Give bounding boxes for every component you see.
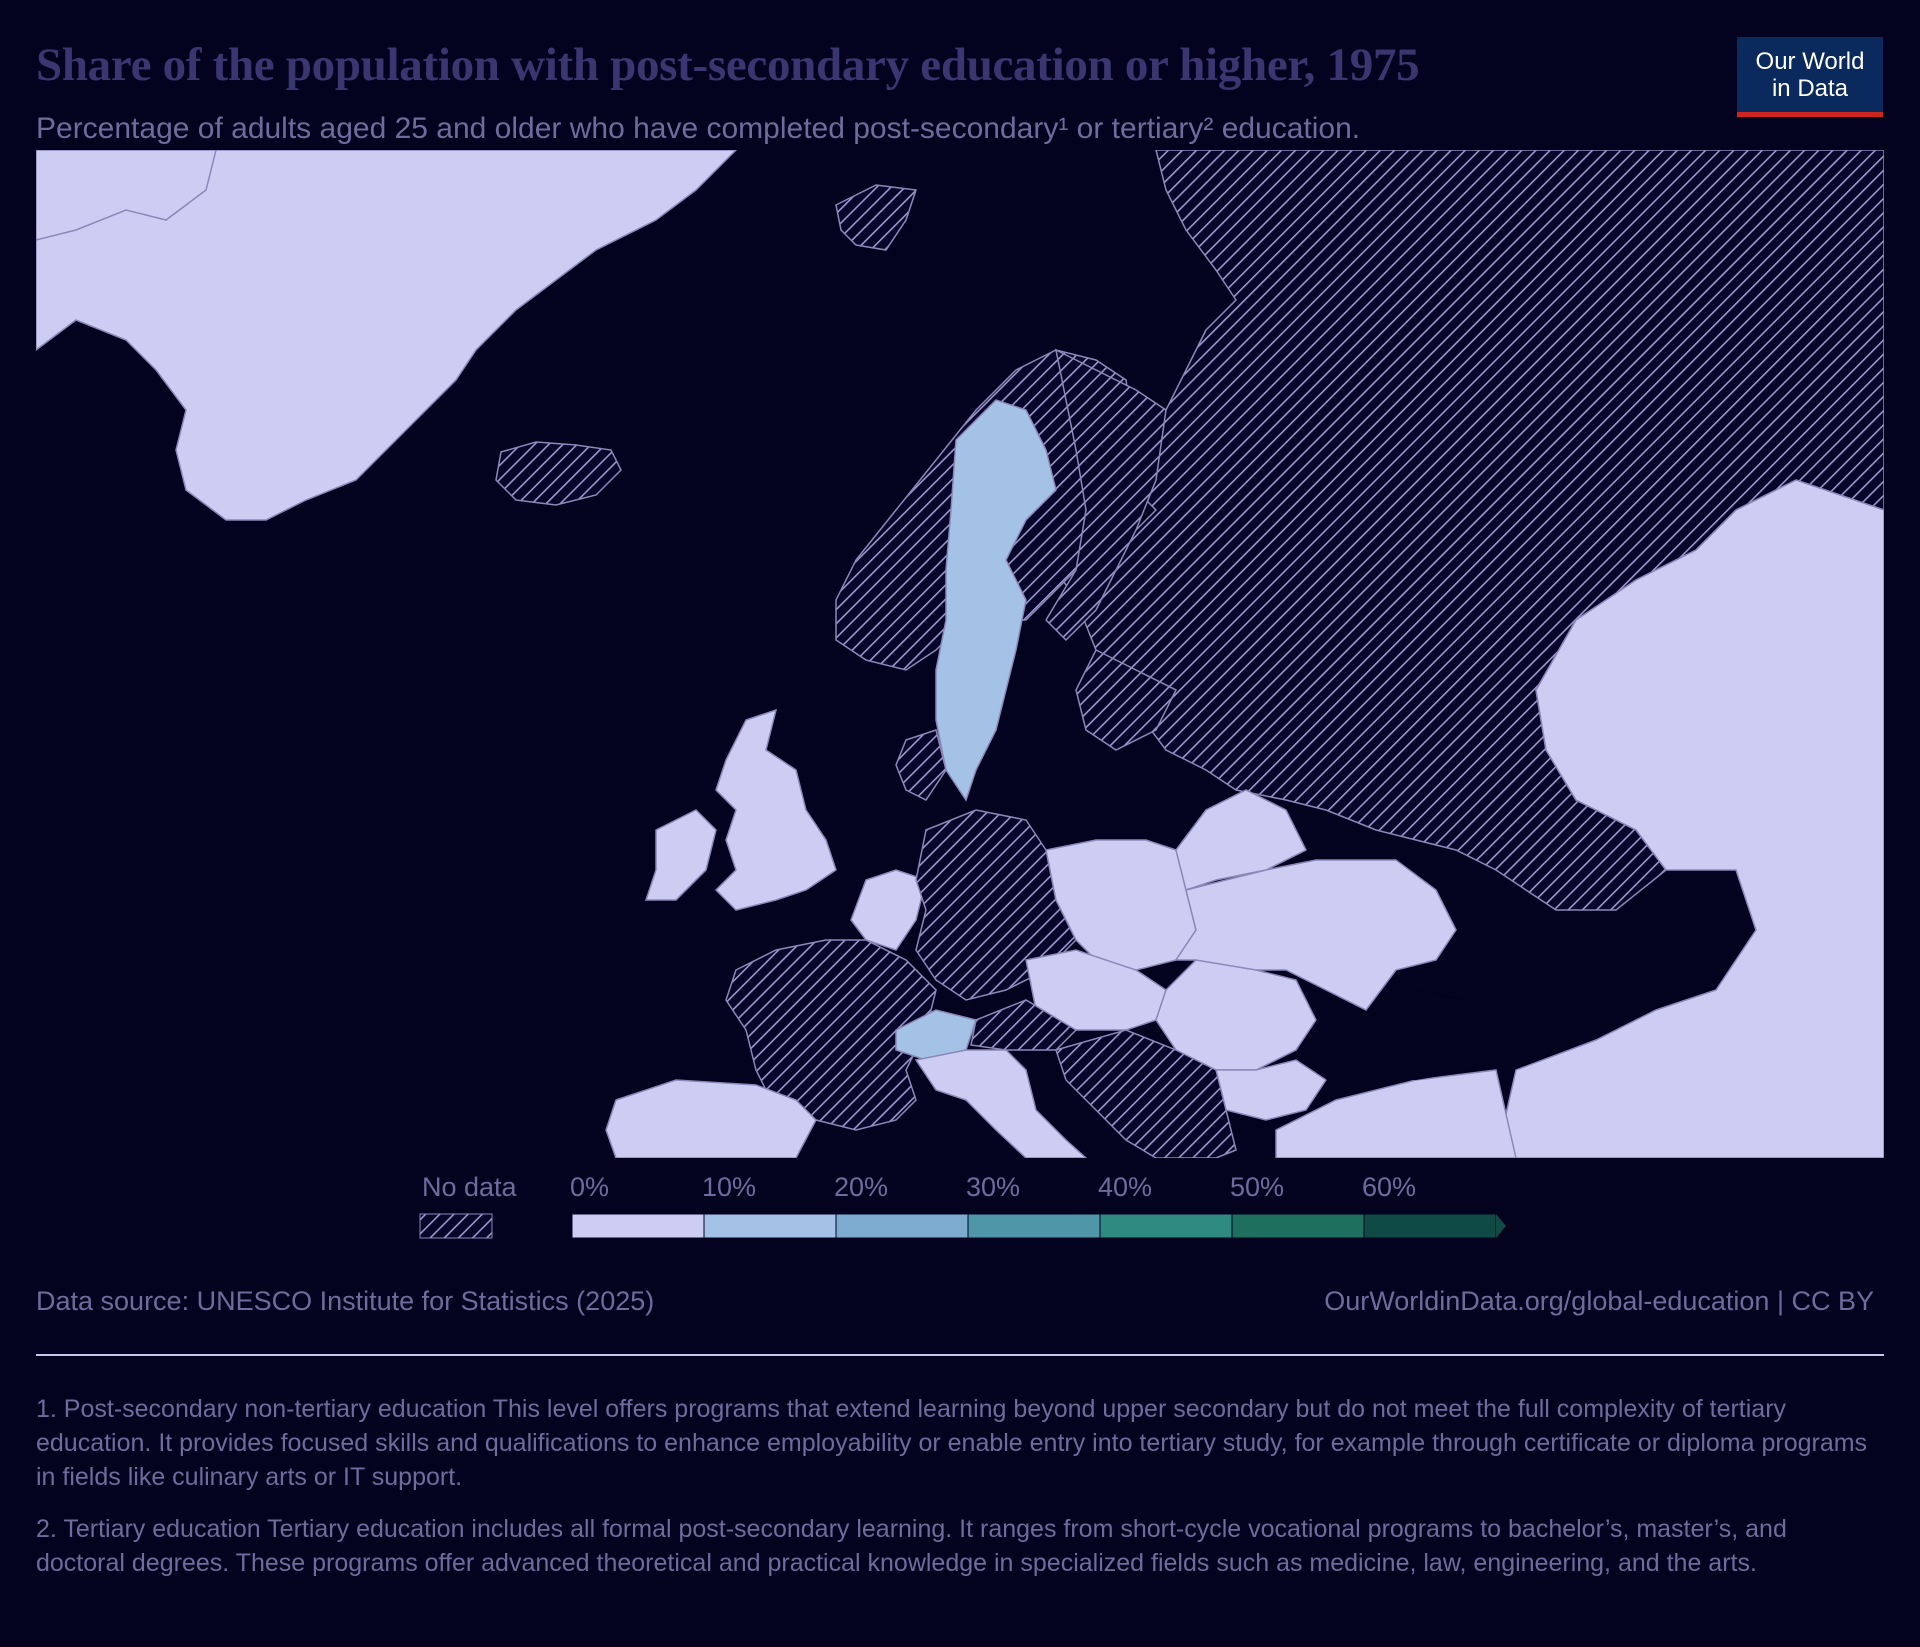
legend-no-data-swatch xyxy=(419,1213,493,1239)
legend-swatch-2[interactable] xyxy=(835,1213,969,1239)
region-greenland[interactable] xyxy=(36,150,738,521)
legend-tick-label-4: 40% xyxy=(1098,1172,1152,1202)
legend-tick-label-1: 10% xyxy=(702,1172,756,1202)
legend-swatch-3[interactable] xyxy=(967,1213,1101,1239)
legend-arrow xyxy=(1496,1214,1506,1238)
region-ukraine[interactable] xyxy=(1174,859,1457,1011)
region-denmark[interactable] xyxy=(895,729,947,801)
legend-tick-label-0: 0% xyxy=(570,1172,609,1202)
legend-tick-label-5: 50% xyxy=(1230,1172,1284,1202)
logo-line-2: in Data xyxy=(1771,74,1849,102)
legend-swatch-1[interactable] xyxy=(703,1213,837,1239)
map-legend: No data 0% 10% 20% 30% 40% 50% 60% xyxy=(419,1172,1506,1239)
legend-tick-label-6: 60% xyxy=(1362,1172,1416,1202)
region-spain[interactable] xyxy=(605,1079,817,1158)
region-italy[interactable] xyxy=(914,1049,1088,1158)
region-romania[interactable] xyxy=(1155,959,1317,1071)
europe-map xyxy=(36,150,1884,1158)
legend-swatch-6[interactable] xyxy=(1363,1213,1497,1239)
region-iceland[interactable] xyxy=(495,441,622,506)
region-sweden[interactable] xyxy=(935,399,1057,802)
logo-line-1: Our World xyxy=(1755,47,1865,75)
chart-title: Share of the population with post-second… xyxy=(36,39,1420,91)
legend-swatch-4[interactable] xyxy=(1099,1213,1233,1239)
region-germany[interactable] xyxy=(915,809,1077,1001)
legend-no-data-label: No data xyxy=(422,1172,518,1202)
source-url[interactable]: OurWorldinData.org/global-education | CC… xyxy=(1324,1286,1874,1316)
legend-swatch-5[interactable] xyxy=(1231,1213,1365,1239)
region-belarus[interactable] xyxy=(1175,789,1308,891)
region-greenland-west[interactable] xyxy=(36,150,217,241)
legend-swatch-0[interactable] xyxy=(571,1213,705,1239)
region-balkans[interactable] xyxy=(1055,1029,1237,1158)
region-bulgaria[interactable] xyxy=(1215,1059,1328,1121)
region-benelux[interactable] xyxy=(850,869,927,951)
region-finland[interactable] xyxy=(1045,348,1167,642)
region-france[interactable] xyxy=(725,939,937,1131)
black-sea xyxy=(1326,990,1496,1080)
legend-tick-label-3: 30% xyxy=(966,1172,1020,1202)
footer-divider xyxy=(36,1354,1884,1356)
region-svalbard[interactable] xyxy=(835,184,918,251)
region-baltics[interactable] xyxy=(1075,648,1178,751)
owid-logo[interactable]: Our World in Data xyxy=(1737,37,1883,117)
legend-tick-label-2: 20% xyxy=(834,1172,888,1202)
legend-bins: 0% 10% 20% 30% 40% 50% 60% xyxy=(570,1172,1506,1239)
region-united-kingdom[interactable] xyxy=(714,708,837,911)
region-turkey[interactable] xyxy=(1275,1069,1517,1158)
region-ireland[interactable] xyxy=(644,809,717,901)
footnote-2: 2. Tertiary education Tertiary education… xyxy=(36,1515,1787,1577)
footnote-1: 1. Post-secondary non-tertiary education… xyxy=(36,1395,1868,1491)
chart-subtitle: Percentage of adults aged 25 and older w… xyxy=(36,112,1361,145)
data-source: Data source: UNESCO Institute for Statis… xyxy=(36,1286,655,1316)
